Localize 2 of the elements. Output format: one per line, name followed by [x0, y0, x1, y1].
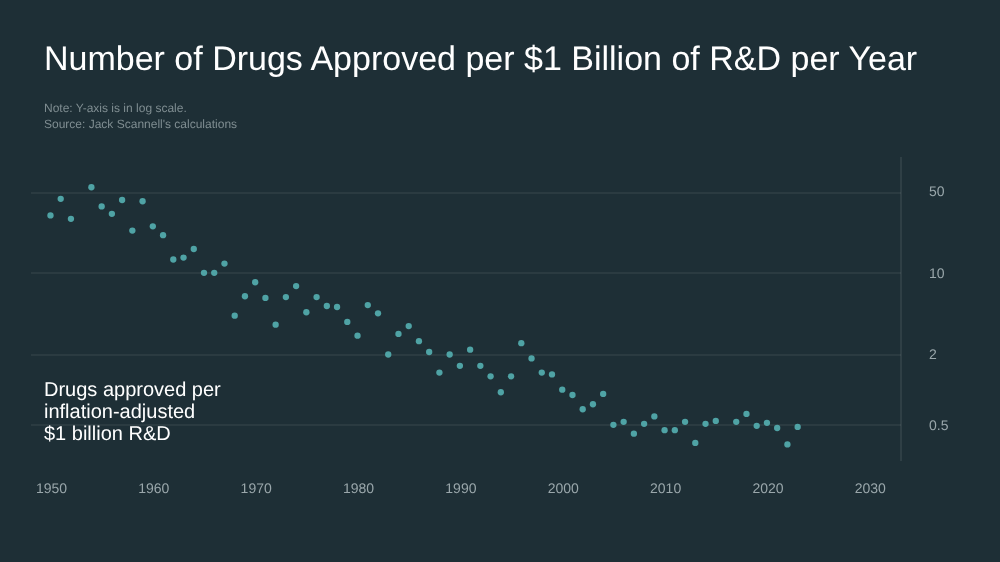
y-axis-title: Drugs approved per inflation-adjusted $1 billion R&D [44, 380, 223, 446]
chart-title: Number of Drugs Approved per $1 Billion of R&D per Year [44, 40, 918, 78]
